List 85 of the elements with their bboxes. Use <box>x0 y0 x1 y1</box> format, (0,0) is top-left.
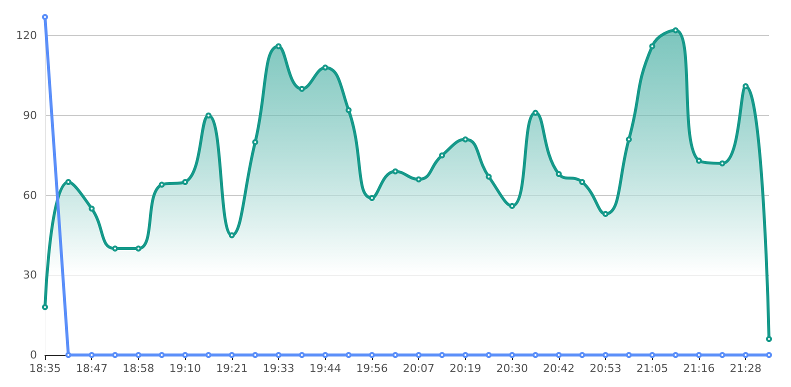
point <box>112 352 118 358</box>
x-tick-label: 21:28 <box>730 362 762 375</box>
point <box>135 246 142 252</box>
point <box>368 194 375 201</box>
point <box>392 352 398 358</box>
y-tick-label: 120 <box>16 29 37 42</box>
x-tick-label: 18:58 <box>122 362 154 375</box>
point <box>439 152 446 158</box>
x-tick-label: 20:53 <box>590 362 622 375</box>
point <box>766 336 772 342</box>
point <box>182 352 188 358</box>
point <box>696 158 702 164</box>
point <box>602 210 609 217</box>
point <box>42 304 48 310</box>
point <box>672 352 679 358</box>
point <box>486 352 492 358</box>
point <box>298 86 305 92</box>
point <box>112 246 118 252</box>
point <box>205 112 212 118</box>
x-tick-label: 19:10 <box>169 362 201 375</box>
point <box>462 352 468 358</box>
x-tick-label: 19:44 <box>309 362 342 375</box>
point <box>509 352 516 358</box>
point <box>462 136 468 142</box>
point <box>182 179 188 186</box>
x-tick-label: 18:47 <box>76 362 108 375</box>
point <box>298 352 305 358</box>
point <box>88 206 95 212</box>
x-tick-label: 20:30 <box>496 362 528 375</box>
point <box>322 352 328 358</box>
point <box>719 352 726 358</box>
x-tick-label: 20:07 <box>402 362 435 375</box>
x-tick-label: 19:56 <box>356 362 388 375</box>
point <box>205 352 212 358</box>
point <box>42 14 48 20</box>
point <box>158 352 165 358</box>
point <box>276 352 282 358</box>
point <box>672 27 679 34</box>
point <box>252 352 258 358</box>
point <box>228 232 235 238</box>
point <box>532 110 538 116</box>
point <box>392 168 398 174</box>
point <box>556 352 562 358</box>
point <box>486 174 492 180</box>
point <box>509 202 516 209</box>
point <box>579 352 586 358</box>
x-tick-label: 20:19 <box>450 362 482 375</box>
x-tick-label: 19:21 <box>216 362 248 375</box>
point <box>65 352 72 358</box>
point <box>346 352 352 358</box>
y-tick-label: 90 <box>23 108 37 122</box>
x-tick-label: 19:33 <box>262 362 294 375</box>
y-tick-label: 0 <box>30 348 37 362</box>
point <box>626 136 632 142</box>
point <box>135 352 142 358</box>
x-tick-label: 21:16 <box>683 362 715 375</box>
y-tick-label: 30 <box>23 268 37 282</box>
x-tick-label: 21:05 <box>636 362 668 375</box>
point <box>276 43 282 50</box>
point <box>649 352 656 358</box>
point <box>368 352 375 358</box>
x-tick-label: 18:35 <box>29 362 61 375</box>
point <box>65 179 72 186</box>
point <box>649 43 656 50</box>
point <box>696 352 702 358</box>
point <box>416 352 422 358</box>
point <box>556 171 562 178</box>
point <box>158 182 165 188</box>
point <box>252 139 258 146</box>
point <box>532 352 538 358</box>
point <box>766 352 772 358</box>
point <box>602 352 609 358</box>
point <box>579 179 586 186</box>
point <box>626 352 632 358</box>
point <box>439 352 446 358</box>
point <box>742 352 749 358</box>
y-tick-label: 60 <box>23 188 37 202</box>
x-tick-label: 20:42 <box>542 362 575 375</box>
point <box>346 107 352 114</box>
point <box>322 64 328 71</box>
point <box>88 352 95 358</box>
point <box>742 83 749 90</box>
point <box>719 160 726 166</box>
point <box>416 176 422 182</box>
point <box>228 352 235 358</box>
